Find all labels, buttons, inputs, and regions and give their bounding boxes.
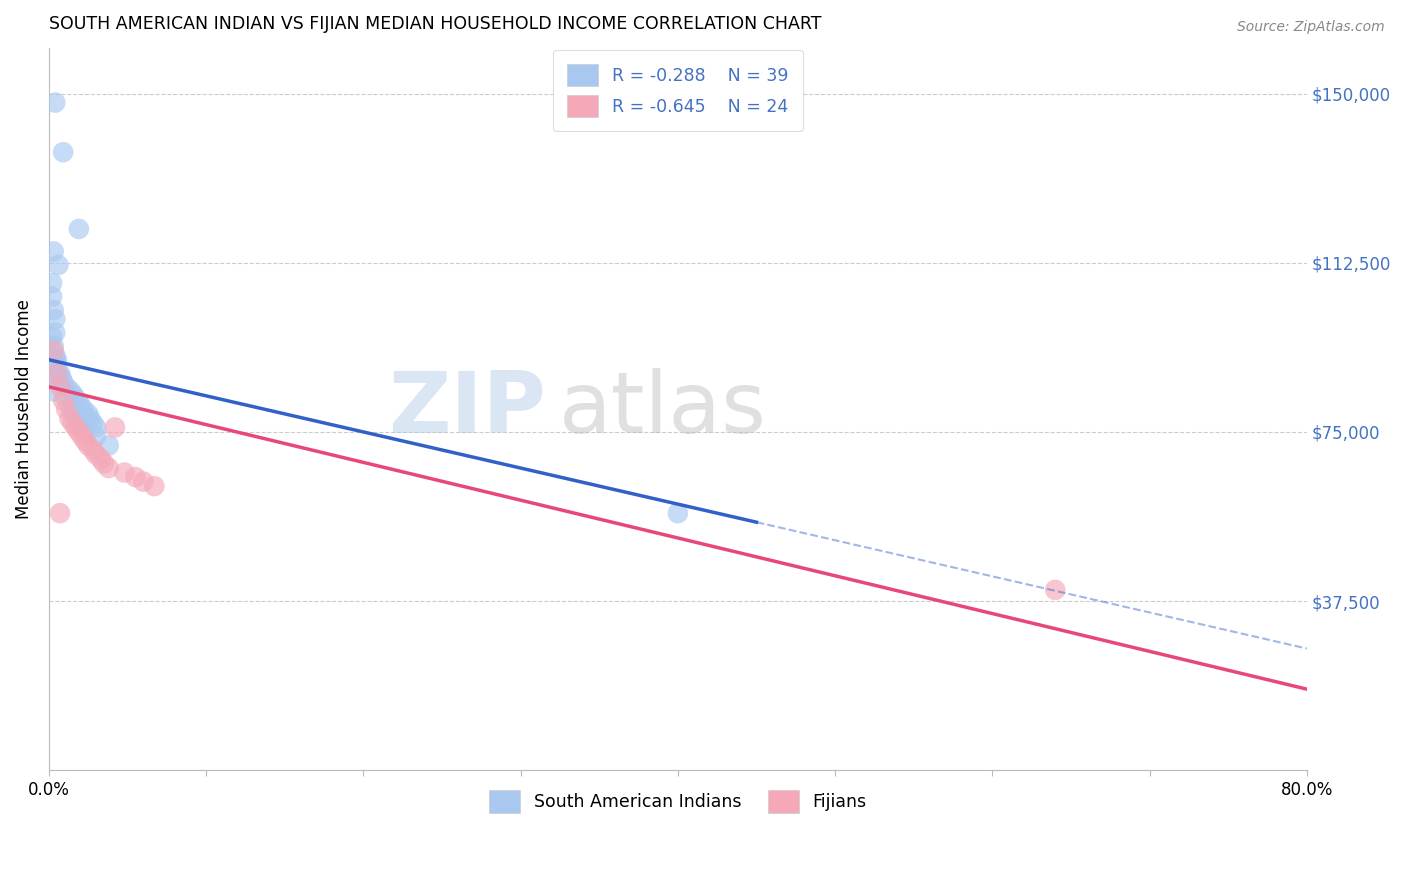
Point (55, 402, 77, 417)
Y-axis label: Median Household Income: Median Household Income (15, 300, 32, 519)
Point (143, 479, 166, 493)
Point (44, 326, 66, 340)
Point (41, 330, 63, 344)
Point (44, 352, 66, 367)
Point (44, 312, 66, 326)
Point (70, 429, 93, 443)
Point (59, 402, 82, 417)
Point (58, 411, 80, 425)
Point (45, 357, 67, 371)
Point (124, 470, 146, 484)
Point (90, 452, 112, 467)
Point (69, 398, 91, 412)
Point (52, 393, 75, 408)
Point (666, 506, 689, 520)
Point (67, 222, 90, 236)
Point (67, 425, 90, 439)
Point (52, 376, 75, 390)
Point (41, 290, 63, 304)
Point (51, 371, 73, 385)
Point (75, 434, 97, 448)
Point (48, 366, 70, 380)
Point (42, 244, 65, 259)
Text: Source: ZipAtlas.com: Source: ZipAtlas.com (1237, 20, 1385, 34)
Point (72, 402, 94, 417)
Point (45, 352, 67, 367)
Point (53, 389, 76, 403)
Point (66, 393, 89, 408)
Point (77, 407, 100, 421)
Point (44, 348, 66, 362)
Point (42, 339, 65, 353)
Text: SOUTH AMERICAN INDIAN VS FIJIAN MEDIAN HOUSEHOLD INCOME CORRELATION CHART: SOUTH AMERICAN INDIAN VS FIJIAN MEDIAN H… (49, 15, 821, 33)
Point (52, 145, 75, 160)
Point (45, 366, 67, 380)
Point (49, 366, 72, 380)
Legend: South American Indians, Fijians: South American Indians, Fijians (475, 777, 880, 827)
Point (97, 438, 120, 452)
Point (1045, 582, 1067, 597)
Point (41, 366, 63, 380)
Point (66, 411, 89, 425)
Point (79, 411, 101, 425)
Point (55, 380, 77, 394)
Point (49, 380, 72, 394)
Text: ZIP: ZIP (388, 368, 546, 450)
Point (65, 420, 87, 434)
Point (97, 461, 120, 475)
Point (44, 95, 66, 110)
Point (77, 438, 100, 452)
Point (114, 466, 136, 480)
Point (62, 416, 84, 430)
Point (72, 420, 94, 434)
Point (42, 384, 65, 399)
Point (84, 448, 107, 462)
Point (63, 389, 86, 403)
Text: atlas: atlas (558, 368, 766, 450)
Point (49, 506, 72, 520)
Point (104, 420, 127, 434)
Point (59, 384, 82, 399)
Point (82, 416, 104, 430)
Point (93, 457, 115, 471)
Point (42, 343, 65, 358)
Point (48, 258, 70, 272)
Point (132, 475, 155, 489)
Point (42, 303, 65, 318)
Point (84, 420, 107, 434)
Point (84, 429, 107, 443)
Point (82, 442, 104, 457)
Point (41, 276, 63, 290)
